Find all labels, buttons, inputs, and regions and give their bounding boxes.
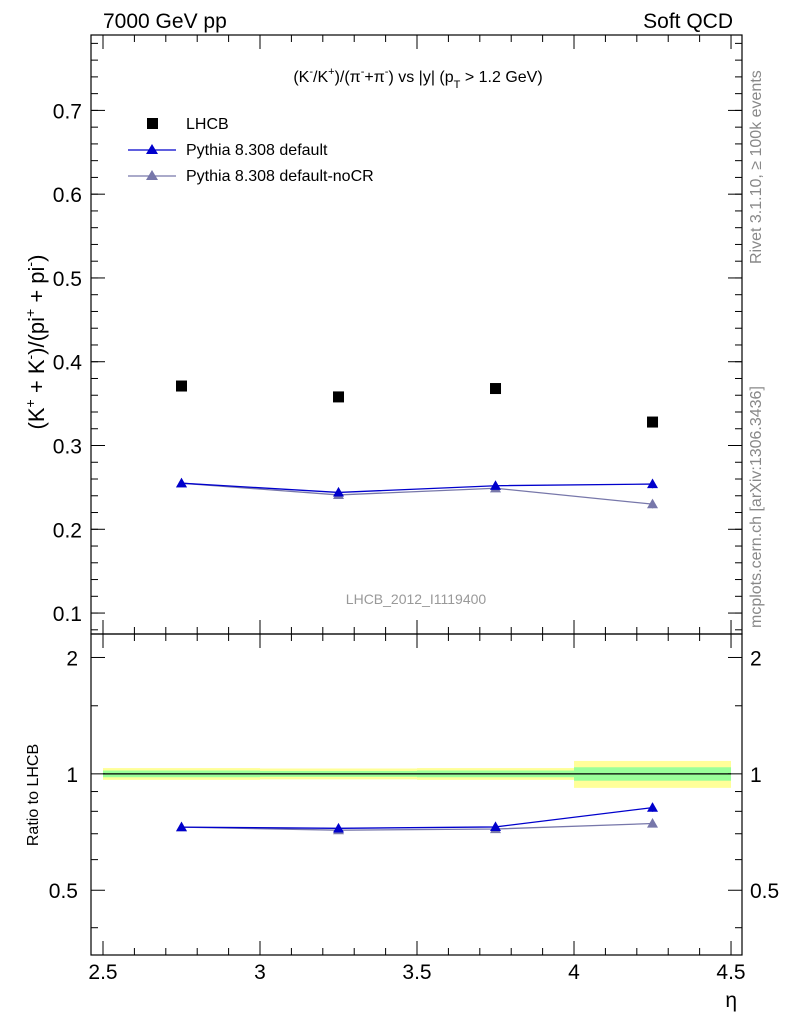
y-tick-label: 0.7 — [53, 100, 82, 123]
ratio-tick-label-left: 1 — [66, 764, 78, 787]
y-tick-label: 0.4 — [53, 352, 83, 375]
legend-marker-nocr — [146, 170, 158, 180]
axis-ticks — [91, 35, 742, 955]
legend: LHCB Pythia 8.308 default Pythia 8.308 d… — [128, 116, 374, 185]
legend-label-default: Pythia 8.308 default — [186, 142, 328, 159]
legend-marker-lhcb — [147, 118, 158, 129]
lhcb-data-point — [176, 380, 188, 392]
ratio-tick-label-right: 0.5 — [750, 880, 779, 903]
series-point-ratio — [176, 821, 188, 832]
y-tick-label: 0.2 — [53, 519, 82, 542]
lhcb-data-point — [333, 391, 345, 403]
ratio-tick-label-left: 0.5 — [49, 880, 78, 903]
x-tick-labels: 2.5 3 3.5 4 4.5 — [88, 961, 745, 984]
series-line-main — [181, 482, 653, 505]
lhcb-data-point — [647, 416, 659, 428]
y-axis-label: (K+ + K-)/(pi+ + pi-) — [22, 255, 49, 430]
ratio-tick-labels: 0.5 0.5 1 1 2 2 — [49, 647, 779, 903]
series-point-main — [176, 477, 188, 488]
x-tick-label: 4 — [568, 961, 580, 984]
y-tick-label: 0.6 — [53, 184, 82, 207]
series-line-ratio — [181, 806, 653, 829]
ratio-tick-label-left: 2 — [66, 647, 78, 670]
ratio-tick-label-right: 2 — [750, 647, 762, 670]
lhcb-data-point — [490, 383, 502, 395]
legend-label-nocr: Pythia 8.308 default-noCR — [186, 168, 374, 185]
series-point-main — [490, 480, 502, 490]
x-tick-label: 4.5 — [716, 961, 745, 984]
side-text-top: Rivet 3.1.10, ≥ 100k events — [748, 70, 765, 264]
data-marks — [176, 380, 659, 835]
header-right: Soft QCD — [643, 10, 733, 33]
ratio-bands — [103, 760, 732, 788]
ratio-panel-frame — [90, 633, 743, 956]
legend-marker-default — [146, 144, 158, 154]
y-tick-label: 0.5 — [53, 268, 82, 291]
y-tick-label: 0.3 — [53, 436, 82, 459]
series-line-main — [181, 482, 653, 494]
series-point-main — [647, 478, 659, 489]
series-line-ratio — [181, 822, 653, 831]
analysis-label: LHCB_2012_I1119400 — [346, 591, 487, 607]
x-axis-label: η — [725, 989, 737, 1012]
legend-label-lhcb: LHCB — [186, 116, 229, 133]
y-tick-label: 0.1 — [53, 603, 82, 626]
header-left: 7000 GeV pp — [103, 10, 227, 33]
series-point-ratio — [333, 822, 345, 833]
series-point-ratio — [647, 818, 659, 828]
x-tick-label: 3 — [254, 961, 266, 984]
ratio-y-axis-label: Ratio to LHCB — [25, 744, 42, 846]
plot-title: (K-/K+)/(π-+π-) vs |y| (pT > 1.2 GeV) — [293, 66, 542, 91]
series-point-ratio — [490, 821, 502, 832]
side-text-bottom: mcplots.cern.ch [arXiv:1306.3436] — [748, 386, 765, 628]
ratio-tick-label-right: 1 — [750, 764, 762, 787]
x-tick-label: 3.5 — [402, 961, 431, 984]
series-point-main — [647, 498, 659, 509]
x-tick-label: 2.5 — [88, 961, 117, 984]
y-tick-labels: 0.1 0.2 0.3 0.4 0.5 0.6 0.7 — [53, 100, 83, 626]
series-point-main — [333, 486, 345, 497]
series-point-ratio — [647, 802, 659, 812]
